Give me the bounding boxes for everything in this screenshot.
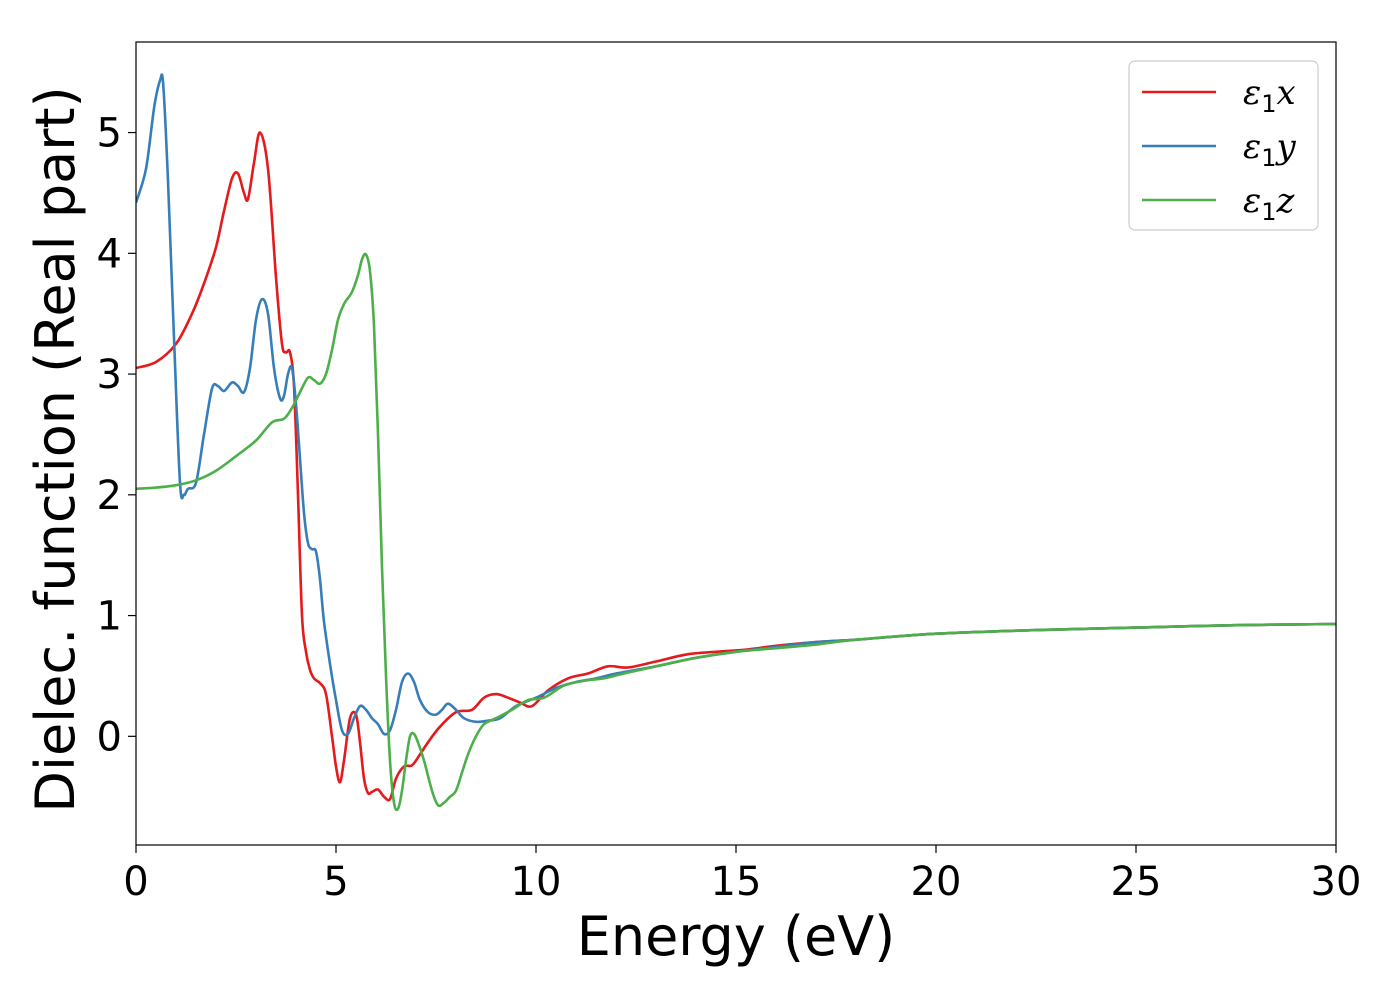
legend-epsilon: ε — [1243, 73, 1261, 113]
legend-item-z: ε1z — [1142, 181, 1296, 226]
legend-subscript: 1 — [1261, 144, 1276, 172]
x-axis-ticks: 0 5 10 15 20 25 30 — [123, 845, 1361, 905]
x-tick-label: 10 — [511, 859, 562, 905]
series-line-z — [136, 252, 1336, 812]
legend-label: ε1z — [1243, 181, 1296, 226]
x-tick-label: 30 — [1311, 859, 1362, 905]
legend-label: ε1y — [1243, 127, 1297, 172]
legend-box — [1128, 60, 1319, 231]
legend-label: ε1x — [1243, 73, 1296, 118]
series-line-y — [136, 73, 1336, 737]
legend-epsilon: ε — [1243, 181, 1261, 221]
y-tick-label: 2 — [97, 473, 122, 519]
y-axis-ticks: 0 1 2 3 4 5 — [97, 111, 136, 760]
legend-component: x — [1277, 73, 1296, 113]
y-tick-label: 5 — [97, 111, 122, 157]
legend-component: z — [1276, 181, 1296, 221]
y-tick-label: 3 — [97, 352, 122, 398]
series-layer — [136, 73, 1336, 812]
x-tick-label: 25 — [1111, 859, 1162, 905]
y-tick-label: 0 — [97, 714, 122, 760]
x-tick-label: 5 — [323, 859, 348, 905]
y-axis-label: Dielec. function (Real part) — [24, 86, 87, 812]
legend-component: y — [1275, 127, 1297, 167]
legend-epsilon: ε — [1243, 127, 1261, 167]
series-line-x — [136, 131, 1336, 802]
legend-subscript: 1 — [1261, 90, 1276, 118]
x-axis-label: Energy (eV) — [577, 905, 896, 968]
legend-item-x: ε1x — [1142, 73, 1296, 118]
x-tick-label: 20 — [911, 859, 962, 905]
y-tick-label: 4 — [97, 231, 122, 277]
x-tick-label: 15 — [711, 859, 762, 905]
x-tick-label: 0 — [123, 859, 148, 905]
legend-item-y: ε1y — [1142, 127, 1297, 172]
y-tick-label: 1 — [97, 594, 122, 640]
legend-subscript: 1 — [1261, 198, 1276, 226]
